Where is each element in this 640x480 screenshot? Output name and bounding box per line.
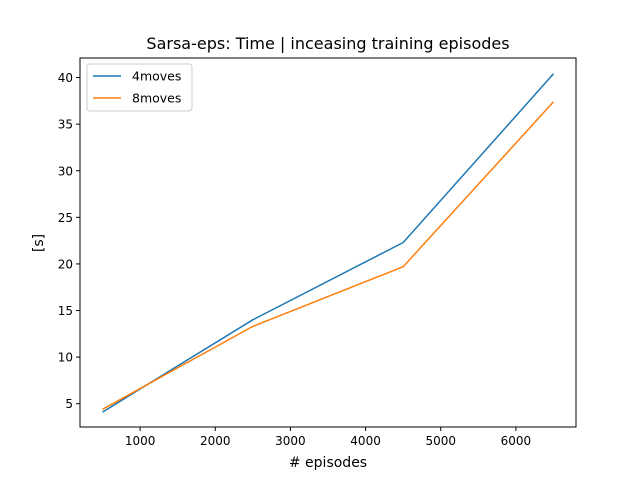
series-line-8moves <box>102 101 555 410</box>
y-tick-label: 30 <box>58 164 73 178</box>
y-tick-label: 35 <box>58 118 73 132</box>
series-lines <box>102 73 555 413</box>
y-axis-ticks: 5 10 15 20 25 30 35 40 <box>58 71 80 411</box>
y-tick-label: 5 <box>65 397 73 411</box>
plot-frame <box>79 57 577 428</box>
legend-label: 4moves <box>132 69 181 84</box>
series-line-4moves <box>102 73 555 413</box>
plot-area <box>79 57 577 428</box>
chart-title: Sarsa-eps: Time | inceasing training epi… <box>146 34 509 53</box>
x-tick-label: 4000 <box>350 434 381 448</box>
y-tick-label: 10 <box>58 351 73 365</box>
y-tick-label: 20 <box>58 257 73 271</box>
x-axis-label: # episodes <box>289 455 367 471</box>
legend-label: 8moves <box>132 91 181 106</box>
y-tick-label: 25 <box>58 211 73 225</box>
x-tick-label: 2000 <box>200 434 231 448</box>
x-tick-label: 6000 <box>501 434 532 448</box>
x-axis-ticks: 1000 2000 3000 4000 5000 6000 <box>125 427 531 448</box>
y-tick-label: 15 <box>58 304 73 318</box>
x-tick-label: 3000 <box>275 434 306 448</box>
y-axis-label: [s] <box>31 234 47 252</box>
x-tick-label: 5000 <box>425 434 456 448</box>
x-tick-label: 1000 <box>125 434 156 448</box>
y-tick-label: 40 <box>58 71 73 85</box>
legend: 4moves 8moves <box>86 63 193 112</box>
